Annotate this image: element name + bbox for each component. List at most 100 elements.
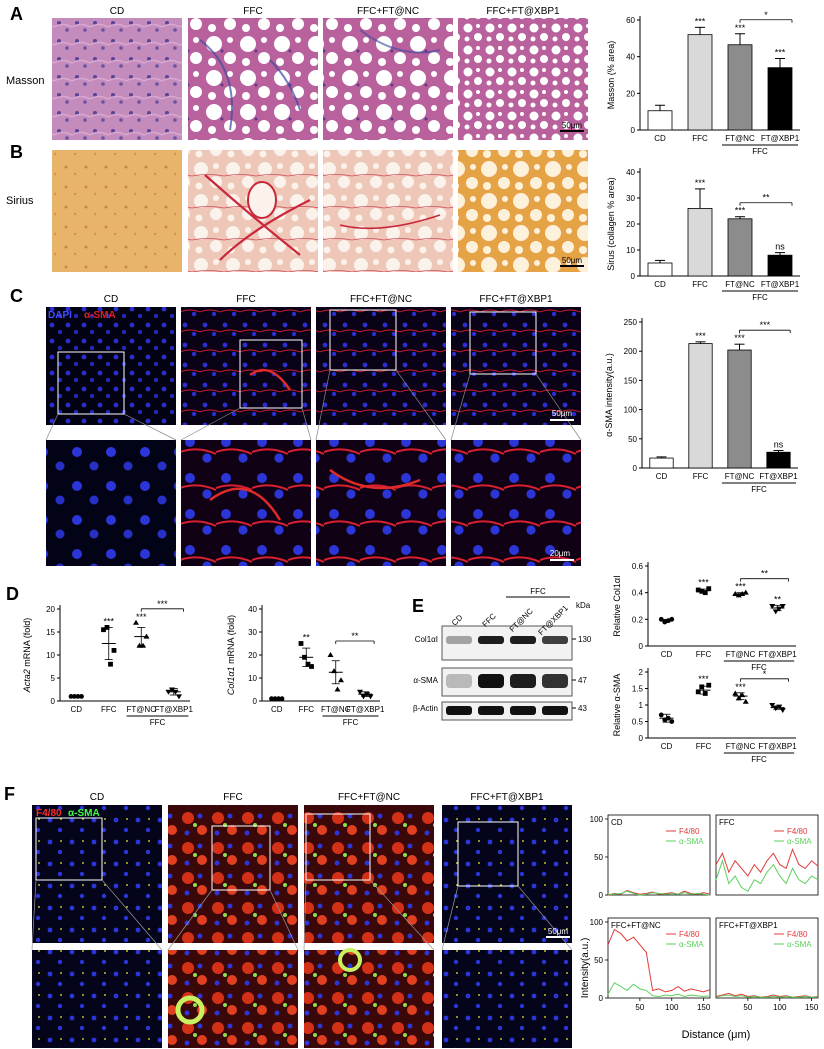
y-tick-label: 10 — [248, 674, 257, 683]
data-point — [357, 689, 363, 695]
x-tick-label: FT@NC — [725, 472, 755, 481]
masson-micrograph — [323, 18, 453, 140]
y-tick-label: 50 — [594, 853, 603, 862]
profile-label: FFC+FT@NC — [611, 921, 661, 930]
bar — [727, 349, 752, 469]
blot-band — [446, 706, 472, 715]
stain-label-f480: F4/80 — [36, 808, 62, 819]
profile-plot-frame — [607, 917, 711, 999]
legend-label: F4/80 — [787, 827, 808, 836]
zoom-guide-line — [303, 879, 307, 951]
y-tick-label: 30 — [626, 194, 635, 203]
y-tick-label: 0.2 — [632, 615, 644, 624]
y-tick-label: 0 — [599, 891, 604, 900]
zoom-guide-line — [301, 407, 312, 441]
y-tick-label: 10 — [46, 651, 55, 660]
profile-line — [715, 859, 819, 892]
zoom-guide-line — [441, 885, 459, 951]
blot-band — [510, 674, 536, 688]
group-title-c: FFC+FT@XBP1 — [479, 294, 553, 305]
zoom-inset-box — [457, 821, 519, 887]
zoom-inset-box — [211, 825, 271, 891]
data-point — [669, 719, 675, 724]
data-point — [367, 694, 374, 700]
row-label-masson: Masson — [6, 75, 45, 87]
stain-label-dapi: DAPI — [48, 310, 72, 321]
marker-size: 47 — [578, 676, 587, 685]
legend-label: α-SMA — [679, 940, 704, 949]
data-point — [305, 661, 311, 667]
f480-zoom-micrograph — [442, 950, 572, 1048]
group-label: FFC — [751, 755, 767, 764]
fibrosis-streak — [199, 39, 301, 131]
f480-micrograph — [304, 805, 434, 943]
x-tick-label: 150 — [697, 1003, 711, 1012]
comparison-label: * — [763, 669, 767, 679]
comparison-label: *** — [760, 320, 771, 330]
zoom-guide-line — [517, 885, 573, 951]
profile-x-label: Distance (μm) — [682, 1029, 751, 1041]
significance-mark: *** — [735, 23, 746, 33]
x-tick-label: CD — [656, 472, 668, 481]
significance-mark: *** — [695, 331, 706, 341]
y-axis-label: Acta2 mRNA (fold) — [22, 618, 32, 694]
group-label: FFC — [343, 718, 359, 727]
group-title-f: FFC+FT@XBP1 — [470, 792, 544, 803]
blot-band — [510, 706, 536, 715]
profile-line — [607, 982, 711, 998]
y-tick-label: 150 — [624, 376, 638, 385]
x-tick-label: FT@XBP1 — [761, 280, 800, 289]
x-tick-label: 100 — [665, 1003, 679, 1012]
bar — [767, 254, 793, 277]
dapi-zoom-micrograph — [316, 440, 446, 566]
x-tick-label: FT@XBP1 — [346, 705, 385, 714]
masson-micrograph — [458, 18, 588, 140]
scale-label-c-zoom: 20μm — [550, 549, 571, 558]
blot-band — [542, 706, 568, 715]
zoom-guide-line — [101, 879, 163, 951]
group-label: FFC — [751, 663, 767, 672]
significance-mark: ** — [303, 633, 311, 643]
x-tick-label: CD — [654, 134, 666, 143]
group-title-a: CD — [110, 6, 124, 17]
profile-label: FFC — [719, 818, 735, 827]
significance-mark: *** — [735, 582, 746, 592]
profile-plot-frame — [607, 814, 711, 896]
data-point — [658, 712, 664, 718]
profile-plot-frame — [715, 814, 819, 896]
significance-mark: ns — [774, 439, 784, 449]
fibrosis-streak — [359, 29, 441, 54]
y-tick-label: 0 — [639, 642, 644, 651]
sirius-micrograph — [52, 150, 182, 272]
data-point — [309, 664, 314, 669]
zoom-guide-line — [315, 369, 331, 441]
dapi-micrograph — [451, 307, 581, 425]
comparison-label: ** — [761, 569, 769, 579]
zoom-inset-box — [469, 311, 537, 375]
bar — [766, 451, 791, 469]
y-tick-label: 40 — [248, 605, 257, 614]
y-tick-label: 100 — [590, 918, 604, 927]
x-tick-label: FT@NC — [725, 134, 755, 143]
y-tick-label: 100 — [624, 406, 638, 415]
y-tick-label: 10 — [626, 246, 635, 255]
panel-letter-e: E — [412, 596, 424, 616]
x-tick-label: FT@XBP1 — [761, 134, 800, 143]
y-tick-label: 2 — [639, 668, 644, 677]
panel-letter-f: F — [4, 784, 15, 804]
blot-band — [542, 636, 568, 644]
comparison-label: *** — [157, 599, 168, 609]
legend-label: F4/80 — [787, 930, 808, 939]
y-axis-label: α-SMA intensity(a.u.) — [604, 353, 614, 437]
legend-label: α-SMA — [787, 837, 812, 846]
marker-size: 43 — [578, 704, 587, 713]
y-tick-label: 20 — [248, 651, 257, 660]
asma-ring — [338, 948, 362, 972]
data-point — [695, 587, 701, 593]
y-tick-label: 0 — [633, 464, 638, 473]
profile-line — [715, 992, 819, 998]
zoom-guide-line — [31, 879, 37, 951]
panel-letter-b: B — [10, 142, 23, 162]
x-tick-label: FFC — [101, 705, 117, 714]
data-point — [769, 703, 776, 708]
